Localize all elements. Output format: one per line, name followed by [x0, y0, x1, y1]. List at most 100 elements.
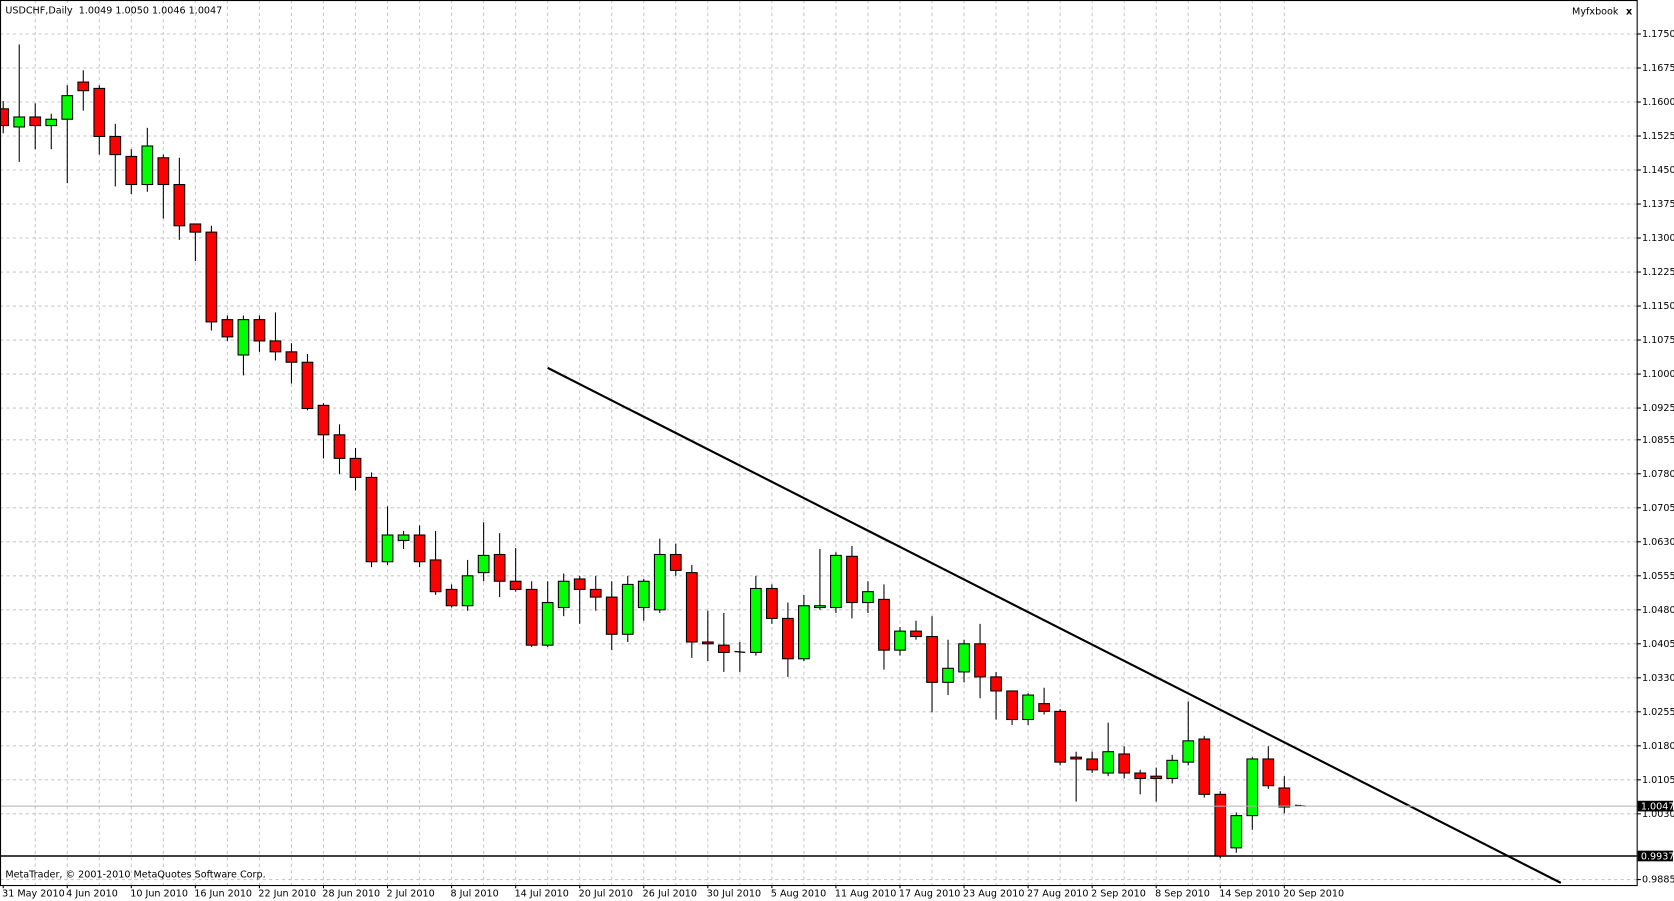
candles: [0, 44, 1637, 859]
y-tick-label: 1.1075: [1642, 335, 1674, 346]
candle-body: [253, 319, 266, 342]
candle-body: [381, 534, 394, 563]
x-tick-label: 2 Sep 2010: [1091, 889, 1146, 900]
candle-body: [1102, 751, 1115, 774]
y-tick-label: 1.0480: [1642, 605, 1674, 616]
candle-body: [285, 351, 298, 363]
y-tick-label: 1.1150: [1642, 301, 1674, 312]
footer: MetaTrader, © 2001-2010 MetaQuotes Softw…: [5, 869, 265, 880]
x-tick-label: 8 Sep 2010: [1155, 889, 1210, 900]
x-tick-label: 30 Jul 2010: [707, 889, 761, 900]
y-tick-label: 1.0105: [1642, 775, 1674, 786]
close-button[interactable]: x: [1626, 7, 1633, 18]
candle-body: [894, 630, 906, 651]
x-tick-label: 31 May 2010: [2, 889, 65, 900]
candle-body: [1118, 753, 1131, 774]
candle-body: [157, 157, 170, 186]
y-tick-label: 1.1525: [1642, 131, 1674, 142]
candle-body: [125, 155, 138, 186]
candle-body: [541, 602, 554, 646]
candle-body: [669, 553, 682, 571]
candle-body: [1038, 703, 1050, 712]
candle-body: [109, 135, 122, 156]
candle-body: [846, 555, 858, 604]
candle-body: [77, 81, 90, 92]
x-tick-label: 14 Jul 2010: [515, 889, 569, 900]
candle-body: [814, 605, 826, 609]
candle-body: [45, 118, 58, 127]
x-tick-label: 27 Aug 2010: [1027, 889, 1089, 900]
candle-body: [397, 534, 410, 541]
level-label-box: [1637, 850, 1673, 862]
candle-body: [301, 361, 314, 410]
y-tick-label: 1.1225: [1642, 267, 1674, 278]
x-tick-label: 17 Aug 2010: [899, 889, 961, 900]
candle-body: [990, 676, 1002, 692]
y-tick-label: 1.0780: [1642, 469, 1674, 480]
price-label-box: [1637, 800, 1673, 812]
y-tick-label: 1.0255: [1642, 707, 1674, 718]
y-tick-label: 1.0855: [1642, 435, 1674, 446]
y-tick-label: 1.1000: [1642, 369, 1674, 380]
candle-body: [1054, 710, 1067, 763]
candle-body: [1278, 787, 1291, 808]
level-label: 0.9937: [1641, 852, 1674, 863]
candle-body: [830, 554, 842, 609]
candle-body: [0, 108, 10, 127]
y-tick-label: 1.0180: [1642, 741, 1674, 752]
y-tick-label: 1.1750: [1642, 29, 1674, 40]
x-tick-label: 11 Aug 2010: [835, 889, 897, 900]
candle-body: [1086, 758, 1099, 771]
candle-body: [1134, 772, 1147, 779]
y-tick-label: 1.1375: [1642, 199, 1674, 210]
candle-body: [974, 643, 986, 678]
x-tick-label: 23 Aug 2010: [963, 889, 1025, 900]
y-tick-label: 1.1450: [1642, 165, 1674, 176]
candle-body: [269, 340, 282, 353]
y-tick-label: 1.0405: [1642, 639, 1674, 650]
candle-body: [477, 554, 490, 574]
candle-body: [798, 605, 810, 660]
candle-body: [237, 319, 250, 356]
candle-body: [573, 578, 586, 590]
x-tick-label: 26 Jul 2010: [643, 889, 697, 900]
x-tick-label: 8 Jul 2010: [451, 889, 499, 900]
candle-body: [685, 572, 698, 643]
candle-body: [1198, 738, 1211, 795]
candle-body: [13, 116, 26, 128]
candle-body: [557, 580, 570, 609]
candle-body: [1246, 758, 1259, 817]
candle-body: [445, 588, 458, 607]
brand-label: Myfxbook: [1572, 7, 1619, 18]
candle-body: [621, 583, 634, 635]
candle-body: [1230, 815, 1243, 849]
candle-body: [525, 588, 538, 646]
x-tick-label: 28 Jun 2010: [322, 889, 380, 900]
candle-body: [1070, 756, 1083, 760]
candle-body: [189, 223, 202, 233]
candle-body: [93, 87, 106, 138]
x-tick-label: 20 Sep 2010: [1283, 889, 1344, 900]
candle-body: [637, 580, 650, 609]
candle-body: [429, 559, 442, 593]
candle-body: [1214, 793, 1227, 857]
candle-body: [61, 95, 74, 120]
candle-body: [734, 650, 746, 654]
candle-body: [749, 587, 762, 653]
candle-body: [141, 145, 154, 186]
candle-body: [766, 587, 778, 619]
candle-body: [173, 183, 186, 227]
y-tick-label: 1.0705: [1642, 503, 1674, 514]
y-tick-label: 1.1300: [1642, 233, 1674, 244]
x-tick-label: 22 Jun 2010: [258, 889, 316, 900]
x-tick-label: 2 Jul 2010: [386, 889, 434, 900]
candle-body: [365, 476, 378, 563]
candle-body: [782, 617, 794, 660]
candle-body: [717, 644, 730, 653]
candle-body: [653, 553, 666, 611]
candle-body: [1182, 740, 1195, 763]
grid: [0, 0, 1637, 886]
candle-body: [317, 404, 330, 436]
